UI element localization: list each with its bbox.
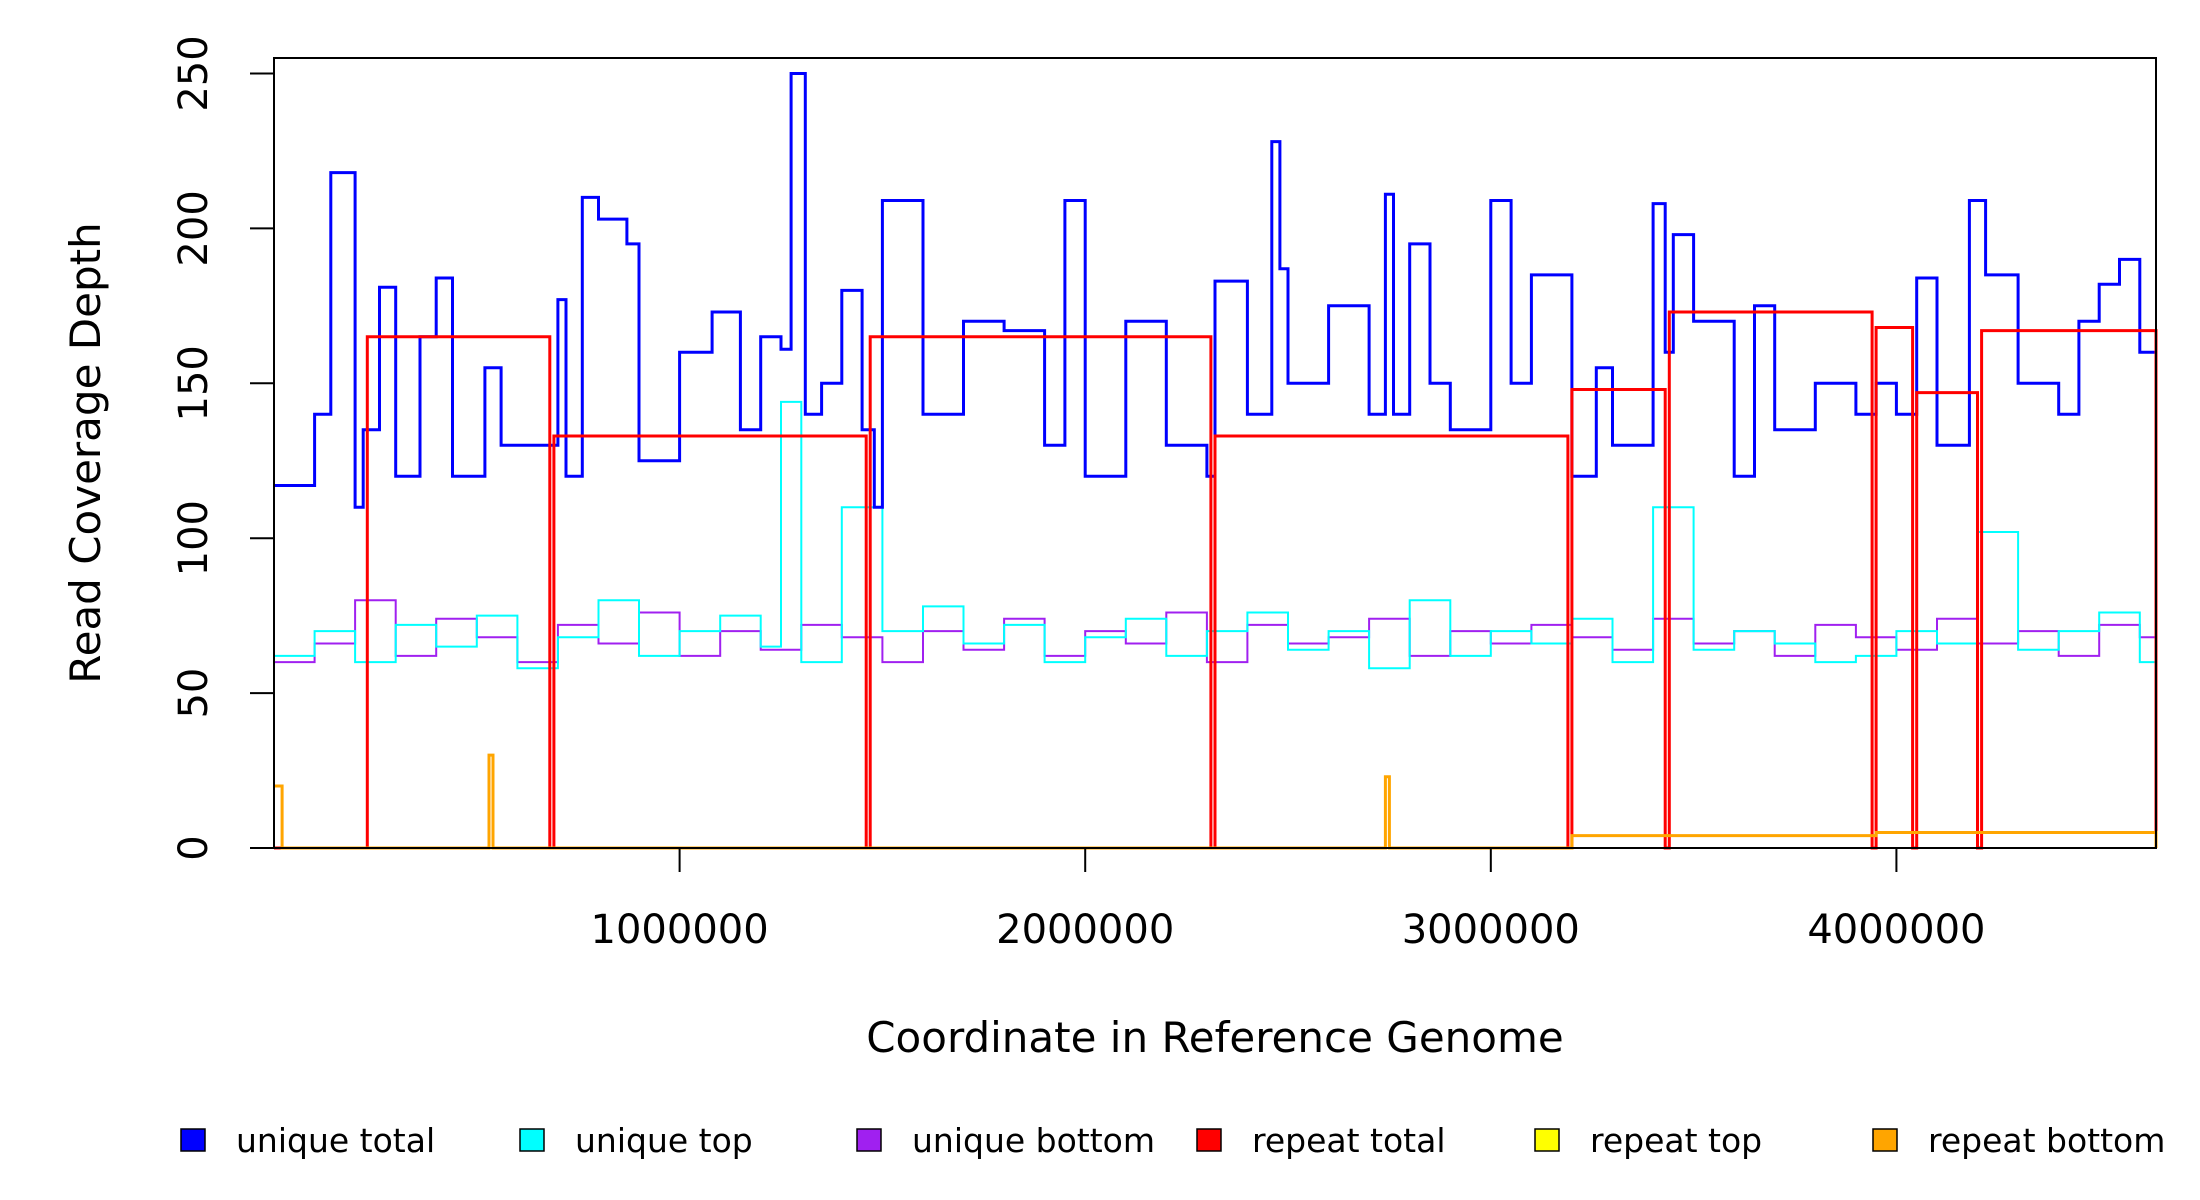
legend-swatch-unique-total (180, 1128, 206, 1152)
legend-swatch-repeat-bottom (1872, 1128, 1898, 1152)
plot-frame (273, 57, 2157, 849)
series-repeat-total-line (274, 310, 2158, 850)
y-tick-label: 150 (171, 345, 217, 421)
legend-swatch-unique-bottom (856, 1128, 882, 1152)
series-layer (274, 72, 2158, 850)
x-tick-label: 4000000 (1807, 907, 1985, 953)
series-unique-total-line (274, 72, 2158, 509)
legend-label-unique-top: unique top (575, 1121, 753, 1160)
y-tick-label: 250 (171, 35, 217, 111)
y-tick-label: 200 (171, 190, 217, 266)
legend-swatch-repeat-total (1196, 1128, 1222, 1152)
legend-label-repeat-total: repeat total (1252, 1121, 1446, 1160)
legend-label-unique-total: unique total (236, 1121, 435, 1160)
axes-layer: 1000000 2000000 3000000 4000000 0 50 100 150 200… (171, 35, 1985, 953)
legend-swatch-unique-top (519, 1128, 545, 1152)
x-tick-label: 2000000 (996, 907, 1174, 953)
x-tick-label: 3000000 (1402, 907, 1580, 953)
legend-label-repeat-bottom: repeat bottom (1928, 1121, 2165, 1160)
y-tick-label: 0 (171, 835, 217, 860)
x-tick-label: 1000000 (591, 907, 769, 953)
y-tick-label: 50 (171, 668, 217, 719)
y-axis-title: Read Coverage Depth (61, 222, 110, 683)
legend-label-unique-bottom: unique bottom (912, 1121, 1155, 1160)
legend: unique total unique top unique bottom repea… (180, 1121, 2165, 1160)
legend-swatch-repeat-top (1534, 1128, 1560, 1152)
legend-label-repeat-top: repeat top (1590, 1121, 1762, 1160)
series-unique-top-line (274, 400, 2157, 670)
x-axis-title: Coordinate in Reference Genome (866, 1013, 1564, 1062)
y-tick-label: 100 (171, 500, 217, 576)
